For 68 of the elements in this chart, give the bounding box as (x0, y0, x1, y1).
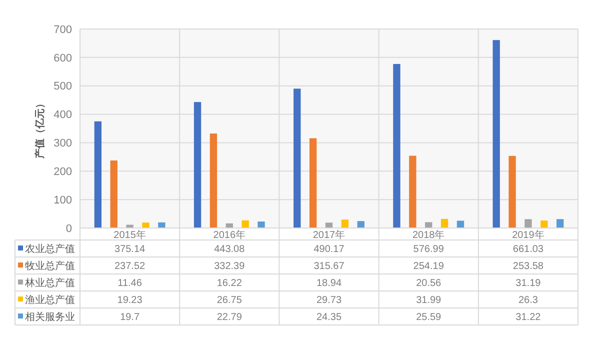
data-label: 16.22 (216, 278, 242, 289)
bar (540, 220, 548, 228)
data-label: 24.35 (316, 312, 342, 323)
data-label: 332.39 (214, 261, 246, 272)
bar (194, 102, 202, 228)
bar (393, 64, 400, 228)
legend-label: 牧业总产值 (25, 260, 75, 272)
y-tick-label: 0 (66, 222, 72, 235)
y-axis-title: 产值（亿元） (34, 98, 46, 160)
data-label: 25.59 (416, 312, 442, 323)
x-tick-label: 2015年 (114, 229, 146, 241)
bar (341, 220, 349, 228)
data-label: 26.75 (216, 295, 242, 306)
bar (94, 121, 102, 228)
legend-label: 林业总产值 (24, 277, 75, 289)
bar (357, 221, 364, 228)
data-label: 443.08 (214, 244, 246, 255)
data-label: 18.94 (316, 278, 342, 289)
bar (309, 138, 317, 228)
bar (258, 222, 265, 228)
legend-label: 相关服务业 (25, 311, 75, 323)
legend-label: 农业总产值 (25, 243, 75, 255)
data-label: 29.73 (316, 295, 342, 306)
data-label: 375.14 (114, 244, 146, 255)
y-tick-label: 700 (54, 24, 72, 36)
bar (508, 156, 516, 228)
data-label: 237.52 (114, 261, 146, 272)
y-tick-label: 600 (54, 52, 72, 64)
data-label: 11.46 (118, 278, 142, 289)
y-tick-label: 200 (54, 166, 72, 178)
bar (110, 160, 118, 228)
data-label: 253.58 (512, 261, 544, 272)
y-tick-label: 500 (54, 80, 72, 93)
bar (325, 222, 333, 228)
data-label: 490.17 (314, 244, 345, 255)
bar (492, 40, 500, 228)
data-label: 31.22 (516, 312, 542, 323)
y-tick-label: 300 (54, 138, 72, 150)
bar (409, 156, 416, 228)
data-label: 315.67 (314, 261, 345, 272)
bar (456, 220, 464, 228)
data-label: 19.23 (117, 295, 143, 306)
y-tick-label: 100 (54, 194, 72, 206)
bar (425, 222, 432, 228)
bar (294, 88, 301, 228)
bar (210, 134, 218, 228)
data-label: 19.7 (120, 312, 140, 323)
x-tick-label: 2016年 (213, 229, 246, 241)
bar (440, 218, 448, 228)
x-tick-label: 2018年 (412, 229, 445, 241)
data-label: 254.19 (413, 261, 444, 272)
legend-label: 渔业总产值 (25, 294, 75, 306)
bar (142, 222, 150, 228)
bar (126, 224, 134, 228)
x-tick-label: 2017年 (312, 229, 346, 241)
data-label: 20.56 (416, 278, 442, 289)
data-label: 661.03 (512, 244, 544, 255)
bar (158, 222, 166, 228)
data-label: 31.19 (516, 278, 542, 289)
data-label: 31.99 (416, 295, 442, 306)
bar (556, 219, 564, 228)
data-label: 576.99 (413, 244, 444, 255)
bar (242, 220, 249, 228)
data-label: 26.3 (518, 295, 538, 306)
bar (524, 219, 532, 228)
data-label: 22.79 (216, 312, 242, 323)
y-tick-label: 400 (54, 109, 72, 122)
x-tick-label: 2019年 (512, 229, 544, 241)
